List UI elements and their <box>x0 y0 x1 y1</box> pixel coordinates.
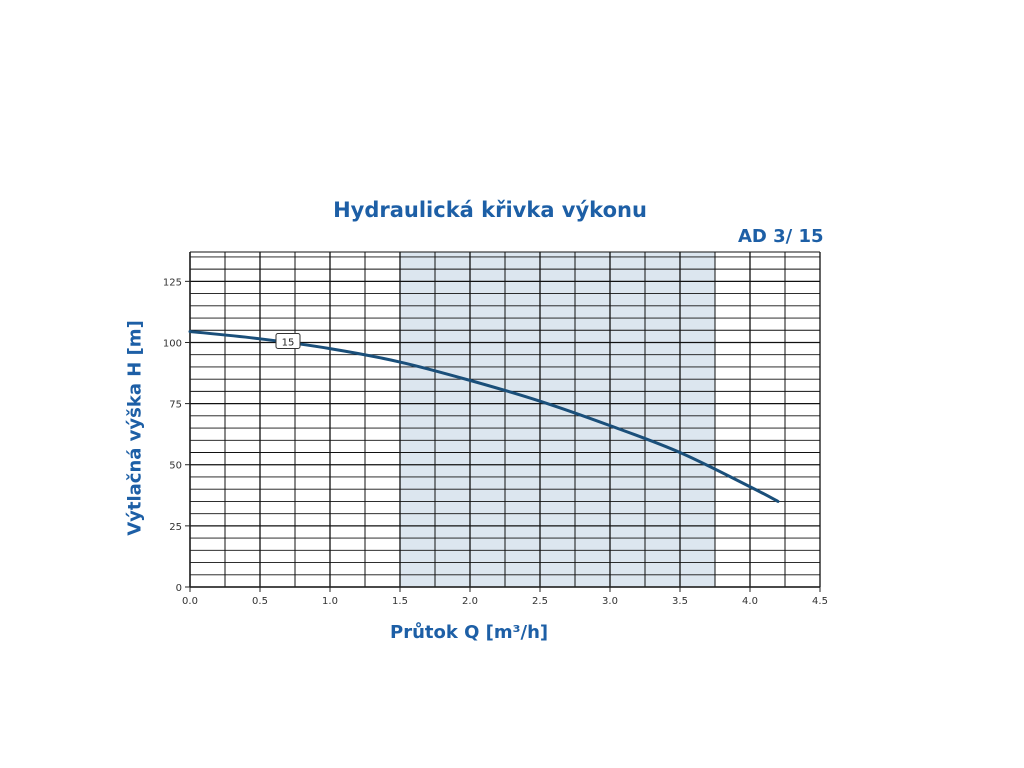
series-label: 15 <box>282 337 295 348</box>
y-tick-label: 100 <box>163 338 182 349</box>
y-tick-label: 50 <box>169 461 182 472</box>
y-tick-label: 25 <box>169 522 182 533</box>
y-tick-label: 75 <box>169 400 182 411</box>
x-tick-label: 4.5 <box>812 596 828 607</box>
chart-title: Hydraulická křivka výkonu <box>333 198 647 222</box>
highlight-band <box>400 252 715 587</box>
x-tick-label: 3.5 <box>672 596 688 607</box>
model-label: AD 3/ 15 <box>738 226 824 247</box>
x-tick-label: 2.0 <box>462 596 478 607</box>
y-tick-label: 125 <box>163 277 182 288</box>
y-axis-label: Výtlačná výška H [m] <box>124 320 146 536</box>
x-tick-label: 3.0 <box>602 596 618 607</box>
x-tick-label: 0.0 <box>182 596 198 607</box>
x-tick-label: 0.5 <box>252 596 268 607</box>
series-label-box <box>275 332 301 349</box>
y-tick-label: 0 <box>176 583 182 594</box>
x-axis-label: Průtok Q [m³/h] <box>390 622 549 643</box>
x-tick-label: 1.0 <box>322 596 338 607</box>
x-tick-label: 2.5 <box>532 596 548 607</box>
x-tick-label: 4.0 <box>742 596 758 607</box>
x-tick-label: 1.5 <box>392 596 408 607</box>
